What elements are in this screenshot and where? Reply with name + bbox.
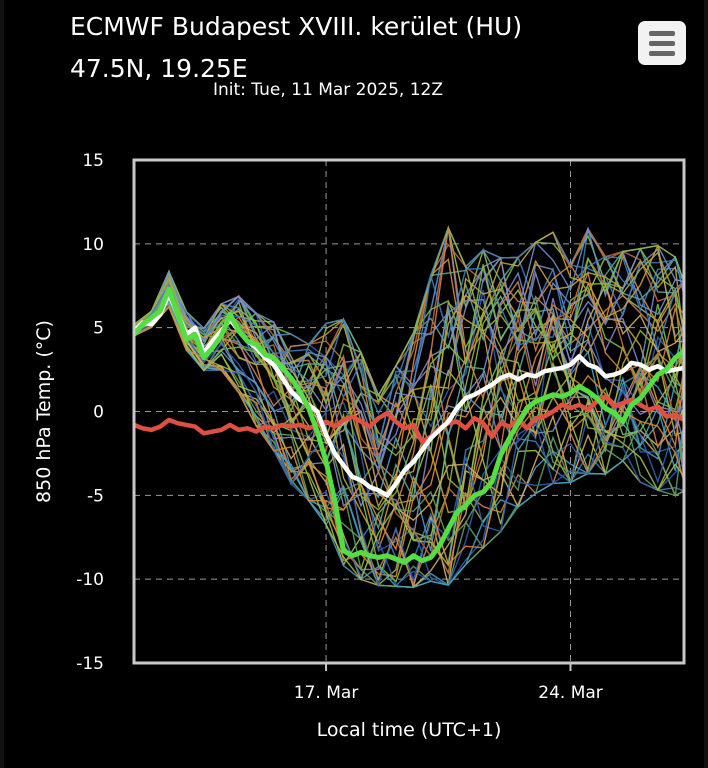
- y-tick-label: 0: [93, 403, 104, 423]
- ensemble-member-line: [133, 301, 685, 583]
- ensemble-member-line: [133, 231, 685, 509]
- hamburger-menu-button[interactable]: [638, 21, 686, 65]
- left-edge: [0, 0, 4, 768]
- ensemble-member-line: [133, 297, 685, 540]
- ensemble-member-line: [133, 294, 685, 587]
- series-climate-line: [133, 394, 686, 444]
- hamburger-menu-icon-bar: [649, 51, 675, 56]
- x-tick-label: 17. Mar: [294, 683, 359, 703]
- y-tick-label: -15: [76, 654, 104, 674]
- x-axis-ticks: 17. Mar 24. Mar: [294, 663, 603, 703]
- ensemble-member-line: [133, 305, 685, 566]
- series-control-line: [132, 286, 686, 565]
- chart-title-coordinates: 47.5N, 19.25E: [70, 54, 248, 83]
- chart-title-location: ECMWF Budapest XVIII. kerület (HU): [70, 12, 523, 41]
- y-tick-label: -10: [76, 570, 104, 590]
- y-tick-label: -5: [87, 486, 104, 506]
- ensemble-member-line: [133, 256, 685, 559]
- ensemble-member-line: [133, 227, 685, 450]
- ensemble-members: [133, 225, 685, 589]
- y-tick-label: 5: [93, 319, 104, 339]
- ensemble-member-line: [133, 272, 685, 514]
- x-axis-label: Local time (UTC+1): [317, 719, 502, 741]
- y-tick-label: 15: [82, 151, 104, 171]
- y-tick-label: 10: [82, 235, 104, 255]
- chart-init-time: Init: Tue, 11 Mar 2025, 12Z: [213, 80, 444, 100]
- x-tick-label: 24. Mar: [538, 683, 603, 703]
- right-edge: [704, 0, 708, 768]
- y-axis-label: 850 hPa Temp. (°C): [33, 320, 55, 503]
- ensemble-member-line: [133, 301, 685, 587]
- ensemble-member-line: [133, 305, 685, 581]
- ensemble-member-line: [133, 281, 685, 545]
- y-axis-ticks: 15 10 5 0 -5 -10 -15: [76, 151, 104, 674]
- ensemble-member-line: [133, 288, 685, 542]
- plot-frame: [132, 158, 686, 665]
- hamburger-menu-icon: [649, 31, 675, 36]
- highlight-series: [132, 286, 686, 565]
- ensemble-member-line: [133, 294, 685, 588]
- hamburger-menu-icon-bar: [649, 41, 675, 46]
